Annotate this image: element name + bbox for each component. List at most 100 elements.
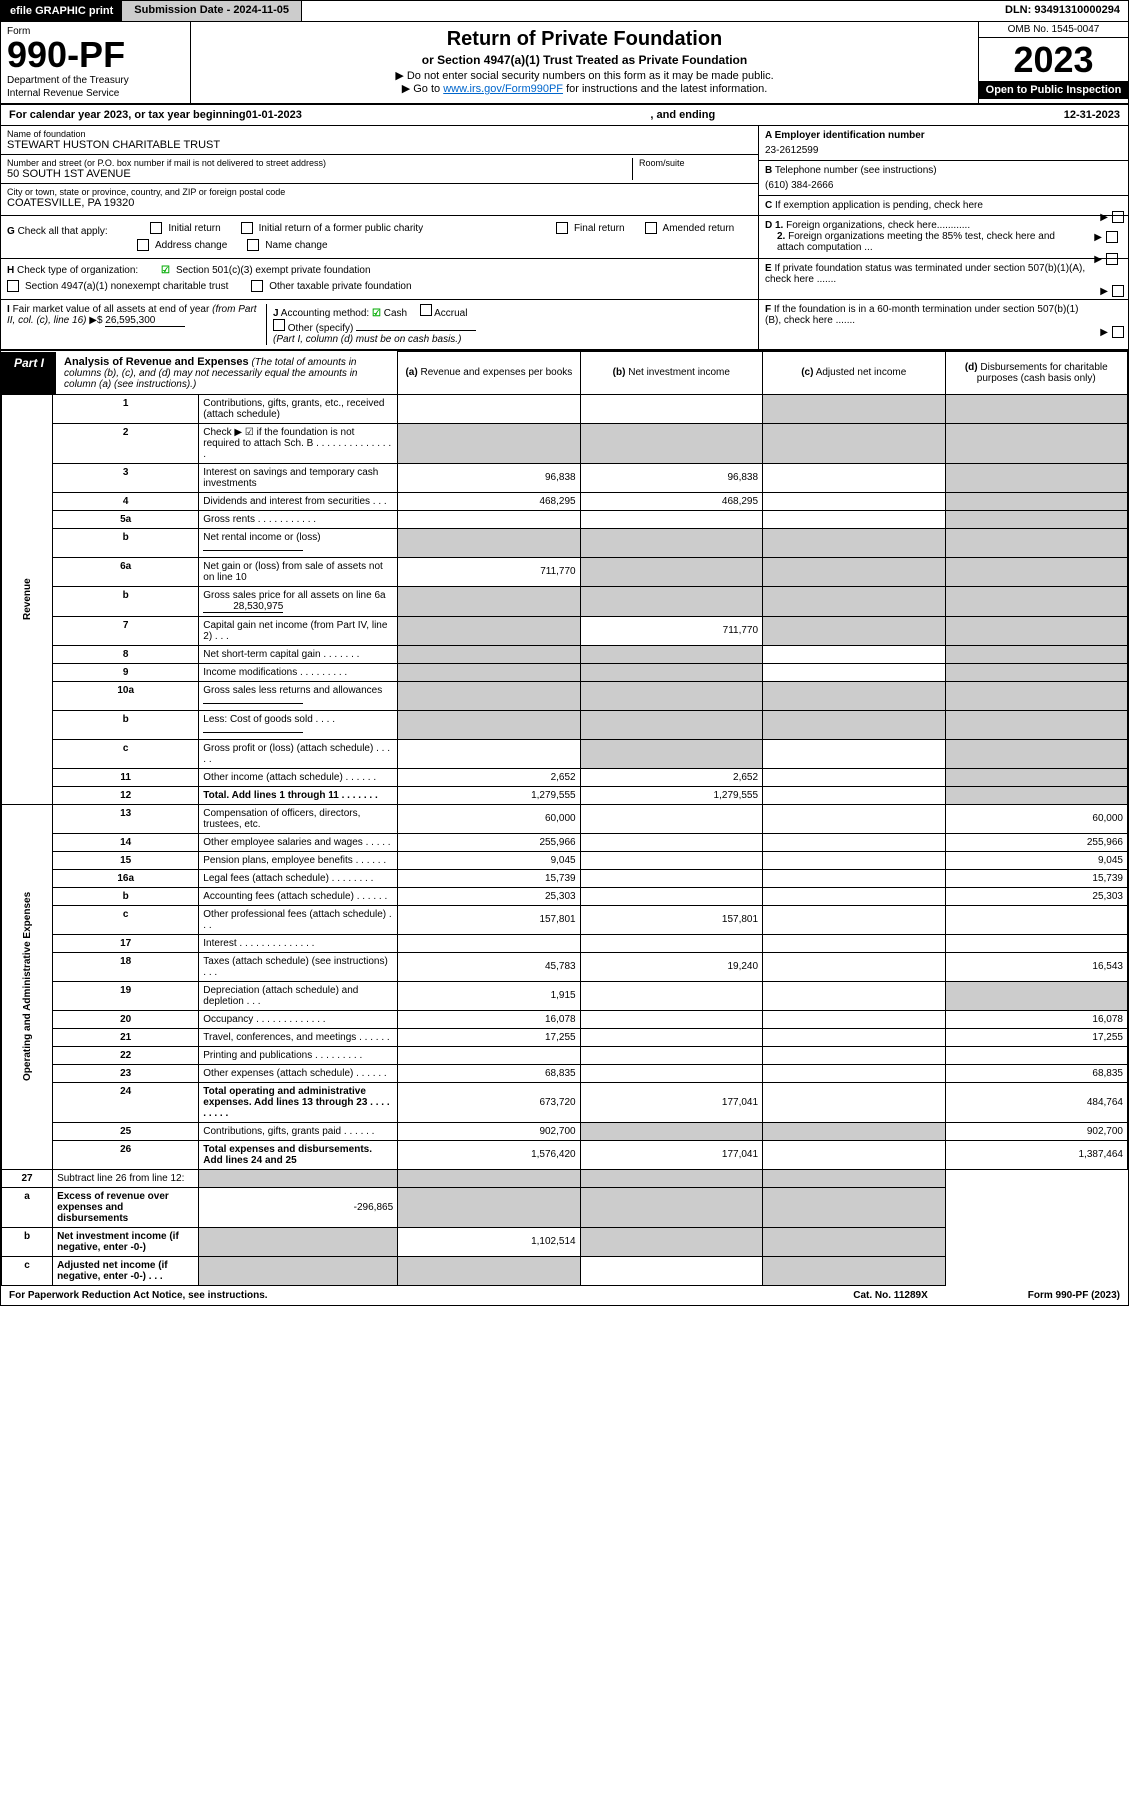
amount-cell <box>199 1169 398 1187</box>
accrual-checkbox[interactable] <box>420 304 432 316</box>
header-center: Return of Private Foundation or Section … <box>191 22 978 103</box>
h-text: Check type of organization: <box>17 265 138 276</box>
initial-return-checkbox[interactable] <box>150 222 162 234</box>
table-row: cOther professional fees (attach schedul… <box>2 905 1128 934</box>
amount-cell <box>398 934 580 952</box>
table-row: 15Pension plans, employee benefits . . .… <box>2 851 1128 869</box>
amount-cell <box>580 1169 762 1187</box>
i-label: I <box>7 304 10 315</box>
entity-right: A Employer identification number 23-2612… <box>758 126 1128 215</box>
amount-cell: 1,279,555 <box>580 786 762 804</box>
line-number: c <box>53 905 199 934</box>
g-opt-4: Address change <box>155 240 227 251</box>
city-label: City or town, state or province, country… <box>7 187 752 197</box>
table-row: 21Travel, conferences, and meetings . . … <box>2 1028 1128 1046</box>
amount-cell <box>763 1122 945 1140</box>
line-number: 23 <box>53 1064 199 1082</box>
amount-cell <box>580 804 762 833</box>
line-number: 25 <box>53 1122 199 1140</box>
g-opt-0: Initial return <box>168 223 220 234</box>
amount-cell <box>945 616 1128 645</box>
street-address: 50 SOUTH 1ST AVENUE <box>7 168 632 180</box>
amount-cell <box>580 851 762 869</box>
line-description: Total expenses and disbursements. Add li… <box>199 1140 398 1169</box>
h-opt2-checkbox[interactable] <box>7 280 19 292</box>
amount-cell <box>580 681 762 710</box>
amount-cell <box>580 1028 762 1046</box>
line-description: Printing and publications . . . . . . . … <box>199 1046 398 1064</box>
amount-cell <box>398 586 580 616</box>
cal-mid: , and ending <box>302 109 1064 121</box>
section-label: Revenue <box>2 394 53 804</box>
line-number: 18 <box>53 952 199 981</box>
amount-cell <box>945 510 1128 528</box>
initial-former-checkbox[interactable] <box>241 222 253 234</box>
h-opt3-checkbox[interactable] <box>251 280 263 292</box>
table-row: 6aNet gain or (loss) from sale of assets… <box>2 557 1128 586</box>
amount-cell <box>580 1064 762 1082</box>
amount-cell <box>945 710 1128 739</box>
amount-cell <box>763 804 945 833</box>
amount-cell: 9,045 <box>945 851 1128 869</box>
amount-cell <box>398 510 580 528</box>
amount-cell: 96,838 <box>398 463 580 492</box>
line-description: Gross rents . . . . . . . . . . . <box>199 510 398 528</box>
f-checkbox[interactable] <box>1112 326 1124 338</box>
tax-year: 2023 <box>979 38 1128 81</box>
addr-label: Number and street (or P.O. box number if… <box>7 158 632 168</box>
c-text: If exemption application is pending, che… <box>775 200 983 211</box>
part-header: Part I Analysis of Revenue and Expenses … <box>2 352 397 394</box>
line-number: b <box>53 528 199 557</box>
line-number: 14 <box>53 833 199 851</box>
table-row: 19Depreciation (attach schedule) and dep… <box>2 981 1128 1010</box>
e-checkbox[interactable] <box>1112 285 1124 297</box>
amount-cell: 711,770 <box>398 557 580 586</box>
amount-cell <box>763 586 945 616</box>
amount-cell <box>945 681 1128 710</box>
amount-cell <box>398 1187 580 1227</box>
open-public-badge: Open to Public Inspection <box>979 81 1128 99</box>
j-note: (Part I, column (d) must be on cash basi… <box>273 334 461 345</box>
part1-title: Analysis of Revenue and Expenses <box>64 356 249 368</box>
submission-date: Submission Date - 2024-11-05 <box>122 1 302 21</box>
amount-cell: 68,835 <box>945 1064 1128 1082</box>
line-number: a <box>2 1187 53 1227</box>
line-description: Check ▶ ☑ if the foundation is not requi… <box>199 423 398 463</box>
line-number: 4 <box>53 492 199 510</box>
page-footer: For Paperwork Reduction Act Notice, see … <box>1 1286 1128 1305</box>
part1-header-row: Part I Analysis of Revenue and Expenses … <box>2 352 1128 395</box>
amount-cell <box>199 1256 398 1285</box>
irs-label: Internal Revenue Service <box>7 88 184 99</box>
other-checkbox[interactable] <box>273 319 285 331</box>
city-state-zip: COATESVILLE, PA 19320 <box>7 197 752 209</box>
address-change-checkbox[interactable] <box>137 239 149 251</box>
efile-print-button[interactable]: efile GRAPHIC print <box>1 1 122 21</box>
name-change-checkbox[interactable] <box>247 239 259 251</box>
amount-cell: 16,078 <box>398 1010 580 1028</box>
cat-number: Cat. No. 11289X <box>853 1290 927 1301</box>
amount-cell <box>763 1227 945 1256</box>
line-number: 6a <box>53 557 199 586</box>
f-cell: F If the foundation is in a 60-month ter… <box>758 300 1128 349</box>
line-description: Subtract line 26 from line 12: <box>53 1169 199 1187</box>
amount-cell <box>398 710 580 739</box>
section-label: Operating and Administrative Expenses <box>2 804 53 1169</box>
g-opt-1: Initial return of a former public charit… <box>259 223 424 234</box>
amount-cell: 1,915 <box>398 981 580 1010</box>
b-label: B <box>765 165 772 176</box>
irs-link[interactable]: www.irs.gov/Form990PF <box>443 83 563 95</box>
line-description: Capital gain net income (from Part IV, l… <box>199 616 398 645</box>
amount-cell: 19,240 <box>580 952 762 981</box>
amount-cell <box>398 1169 580 1187</box>
name-label: Name of foundation <box>7 129 752 139</box>
amount-cell <box>580 394 762 423</box>
table-row: cGross profit or (loss) (attach schedule… <box>2 739 1128 768</box>
amount-cell <box>580 423 762 463</box>
line-number: 10a <box>53 681 199 710</box>
final-return-checkbox[interactable] <box>556 222 568 234</box>
amended-checkbox[interactable] <box>645 222 657 234</box>
e-text: If private foundation status was termina… <box>765 263 1085 285</box>
amount-cell: 177,041 <box>580 1140 762 1169</box>
omb-number: OMB No. 1545-0047 <box>979 22 1128 38</box>
line-description: Net rental income or (loss) <box>199 528 398 557</box>
